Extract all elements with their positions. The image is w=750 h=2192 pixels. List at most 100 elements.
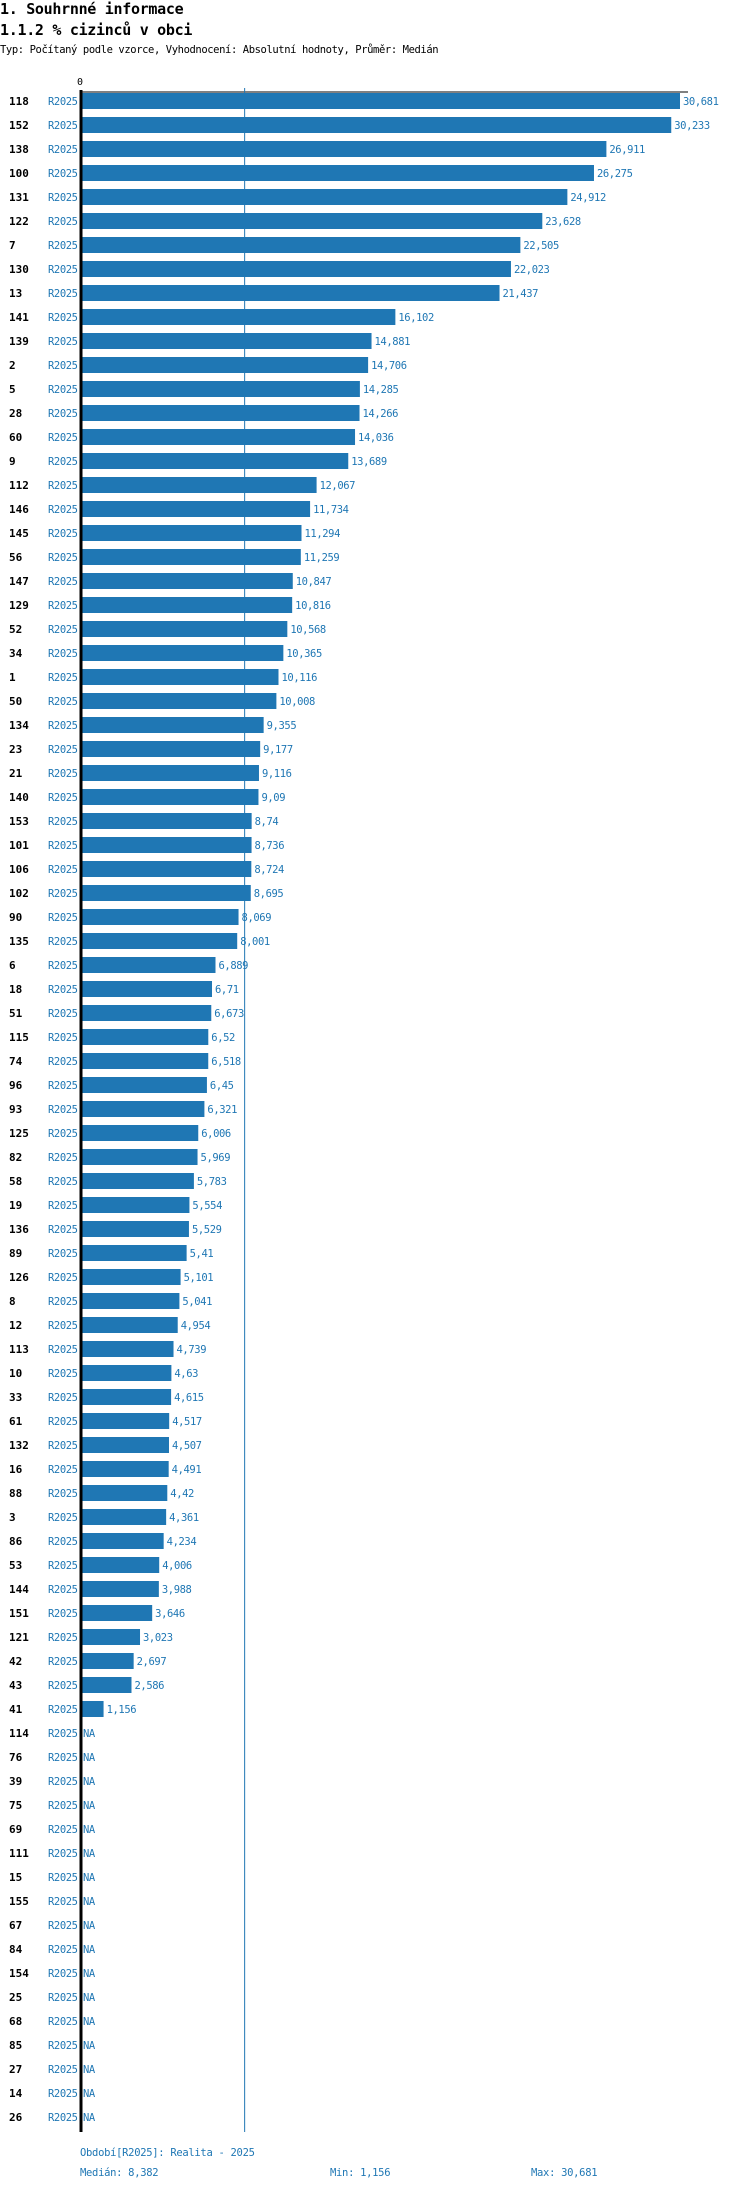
bar — [81, 333, 372, 349]
category-label: 61 — [9, 1415, 23, 1428]
series-label: R2025 — [48, 1848, 78, 1860]
value-label: 5,969 — [201, 1152, 231, 1164]
series-label: R2025 — [48, 576, 78, 588]
category-label: 154 — [9, 1967, 29, 1980]
value-label: 5,783 — [197, 1176, 227, 1188]
series-label: R2025 — [48, 1392, 78, 1404]
category-label: 134 — [9, 719, 29, 732]
series-label: R2025 — [48, 1128, 78, 1140]
bar — [81, 1029, 209, 1045]
value-label: NA — [83, 1896, 96, 1908]
series-label: R2025 — [48, 1656, 78, 1668]
bar — [81, 1485, 168, 1501]
category-label: 67 — [9, 1919, 22, 1932]
chart-meta: Typ: Počítaný podle vzorce, Vyhodnocení:… — [0, 44, 439, 56]
category-label: 8 — [9, 1295, 16, 1308]
bar — [81, 693, 277, 709]
chart-title: 1.1.2 % cizinců v obci — [0, 21, 193, 39]
category-label: 74 — [9, 1055, 23, 1068]
value-label: NA — [83, 1752, 96, 1764]
value-label: 8,069 — [242, 912, 272, 924]
series-label: R2025 — [48, 744, 78, 756]
series-label: R2025 — [48, 1344, 78, 1356]
category-label: 125 — [9, 1127, 29, 1140]
value-label: 9,09 — [261, 792, 285, 804]
series-label: R2025 — [48, 984, 78, 996]
bar — [81, 1197, 190, 1213]
category-label: 112 — [9, 479, 29, 492]
category-label: 68 — [9, 2015, 22, 2028]
value-label: 10,568 — [290, 624, 326, 636]
value-label: 9,116 — [262, 768, 292, 780]
value-label: 22,505 — [523, 240, 559, 252]
bar — [81, 621, 288, 637]
value-label: 5,041 — [182, 1296, 212, 1308]
category-label: 43 — [9, 1679, 22, 1692]
value-label: 5,41 — [190, 1248, 214, 1260]
category-label: 141 — [9, 311, 29, 324]
category-label: 75 — [9, 1799, 22, 1812]
series-label: R2025 — [48, 1224, 78, 1236]
bar — [81, 741, 261, 757]
bar — [81, 1341, 174, 1357]
bar — [81, 501, 311, 517]
category-label: 3 — [9, 1511, 16, 1524]
series-label: R2025 — [48, 1752, 78, 1764]
value-label: NA — [83, 1968, 96, 1980]
series-label: R2025 — [48, 288, 78, 300]
value-label: 9,177 — [263, 744, 293, 756]
bar — [81, 1509, 167, 1525]
category-label: 151 — [9, 1607, 29, 1620]
value-label: 4,361 — [169, 1512, 199, 1524]
series-label: R2025 — [48, 1896, 78, 1908]
series-label: R2025 — [48, 1560, 78, 1572]
bar — [81, 1005, 212, 1021]
category-label: 33 — [9, 1391, 22, 1404]
category-label: 39 — [9, 1775, 22, 1788]
value-label: NA — [83, 1728, 96, 1740]
category-label: 34 — [9, 647, 23, 660]
value-label: 30,681 — [683, 96, 719, 108]
category-label: 60 — [9, 431, 22, 444]
bar — [81, 237, 521, 253]
footer-period: Období[R2025]: Realita - 2025 — [80, 2147, 255, 2159]
category-label: 10 — [9, 1367, 22, 1380]
bar — [81, 573, 293, 589]
footer-median: Medián: 8,382 — [80, 2167, 159, 2179]
value-label: 4,615 — [174, 1392, 204, 1404]
value-label: NA — [83, 1872, 96, 1884]
category-label: 27 — [9, 2063, 22, 2076]
footer-min: Min: 1,156 — [330, 2167, 391, 2179]
bar — [81, 381, 360, 397]
value-label: 30,233 — [674, 120, 710, 132]
value-label: NA — [83, 2112, 96, 2124]
series-label: R2025 — [48, 264, 78, 276]
value-label: 2,586 — [134, 1680, 164, 1692]
bar — [81, 1437, 169, 1453]
category-label: 18 — [9, 983, 22, 996]
series-label: R2025 — [48, 1584, 78, 1596]
series-label: R2025 — [48, 1296, 78, 1308]
series-label: R2025 — [48, 768, 78, 780]
value-label: 26,911 — [609, 144, 645, 156]
bar — [81, 405, 360, 421]
series-label: R2025 — [48, 1176, 78, 1188]
category-label: 121 — [9, 1631, 29, 1644]
series-label: R2025 — [48, 96, 78, 108]
value-label: 6,006 — [201, 1128, 231, 1140]
series-label: R2025 — [48, 1632, 78, 1644]
category-label: 101 — [9, 839, 29, 852]
bar — [81, 1629, 141, 1645]
value-label: 23,628 — [545, 216, 581, 228]
bar — [81, 1557, 160, 1573]
value-label: NA — [83, 2040, 96, 2052]
bar — [81, 285, 500, 301]
value-label: NA — [83, 2088, 96, 2100]
category-label: 6 — [9, 959, 16, 972]
series-label: R2025 — [48, 528, 78, 540]
series-label: R2025 — [48, 432, 78, 444]
series-label: R2025 — [48, 1872, 78, 1884]
category-label: 122 — [9, 215, 29, 228]
series-label: R2025 — [48, 1512, 78, 1524]
value-label: 4,63 — [174, 1368, 198, 1380]
